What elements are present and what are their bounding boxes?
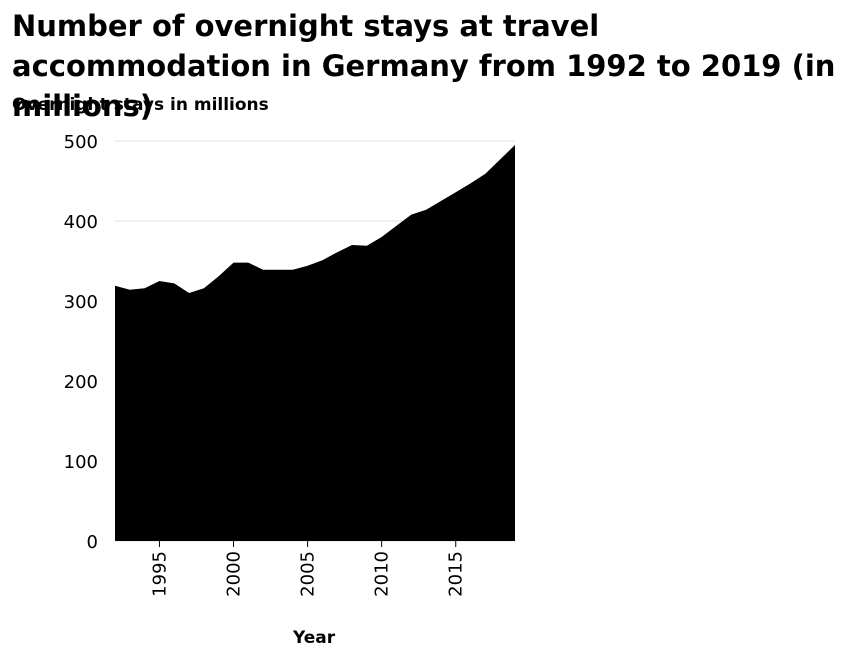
y-tick-label: 200 [64, 372, 98, 393]
x-tick-label: 2010 [372, 551, 393, 597]
x-tick-label: 2005 [298, 551, 319, 597]
y-tick-label: 300 [64, 292, 98, 313]
x-tick-label: 1995 [149, 551, 170, 597]
area-fill [115, 145, 515, 541]
x-axis-ticks: 1995 2000 2005 2010 2015 [149, 541, 467, 597]
y-axis-label: Overnight stays in millions [12, 95, 269, 115]
chart-title: Number of overnight stays at travel acco… [12, 9, 836, 123]
y-tick-label: 100 [64, 452, 98, 473]
y-tick-label: 400 [64, 212, 98, 233]
area-series [115, 145, 515, 541]
x-tick-label: 2000 [224, 551, 245, 597]
x-axis-label: Year [293, 628, 336, 648]
y-axis-ticks: 0 100 200 300 400 500 [64, 132, 98, 553]
y-tick-label: 0 [87, 532, 98, 553]
x-tick-label: 2015 [446, 551, 467, 597]
y-tick-label: 500 [64, 132, 98, 153]
